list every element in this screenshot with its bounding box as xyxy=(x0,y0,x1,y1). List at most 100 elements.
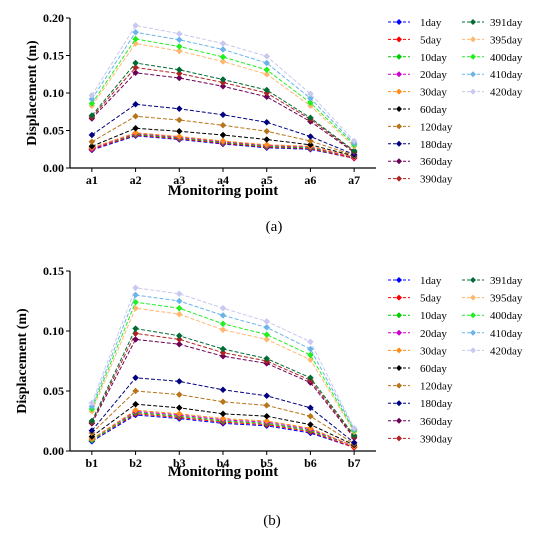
data-point xyxy=(132,387,139,395)
data-point xyxy=(219,320,227,328)
legend-label: 10day xyxy=(420,310,447,322)
legend-marker xyxy=(396,36,402,43)
y-axis-label: Displacement (m) xyxy=(15,308,30,414)
data-point xyxy=(219,46,227,53)
legend: 1day 5day 10day 20day 30day 60day 120day 180day… xyxy=(388,275,523,445)
data-point xyxy=(132,35,139,43)
data-point xyxy=(219,349,227,356)
data-point xyxy=(175,304,183,312)
data-point xyxy=(88,417,96,425)
legend-item: 410day xyxy=(462,69,523,81)
legend-item: 20day xyxy=(388,328,447,340)
legend-label: 395day xyxy=(490,34,523,46)
legend-marker xyxy=(396,294,402,301)
legend-marker xyxy=(470,312,476,319)
legend-item: 410day xyxy=(462,328,523,340)
data-point xyxy=(175,290,183,298)
data-point xyxy=(219,415,227,422)
data-point xyxy=(219,137,227,145)
y-tick-label: 0.20 xyxy=(43,11,64,25)
series-30day xyxy=(88,129,358,161)
data-point xyxy=(307,412,314,420)
legend-marker xyxy=(396,106,402,112)
data-point xyxy=(132,64,139,71)
legend-label: 5day xyxy=(420,34,442,46)
legend-label: 420day xyxy=(490,87,523,99)
x-tick-label: a7 xyxy=(348,173,360,187)
data-point xyxy=(263,93,271,101)
legend: 1day 5day 10day 20day 30day 60day 120day 180day… xyxy=(388,17,523,186)
data-point xyxy=(175,340,183,348)
legend-marker xyxy=(470,71,476,78)
data-point xyxy=(263,118,271,126)
legend-item: 390day xyxy=(388,433,453,445)
legend-label: 1day xyxy=(420,17,442,29)
legend-item: 10day xyxy=(388,52,447,64)
legend-item: 1day xyxy=(388,17,442,29)
data-point xyxy=(307,424,314,432)
series-180day xyxy=(88,374,358,446)
data-point xyxy=(263,355,271,362)
y-tick-label: 0.15 xyxy=(43,264,64,278)
data-point xyxy=(175,133,183,140)
data-point xyxy=(307,421,314,428)
data-point xyxy=(263,86,271,94)
data-point xyxy=(88,427,96,434)
data-point xyxy=(219,121,227,129)
legend-marker xyxy=(396,382,402,389)
legend-label: 1day xyxy=(420,275,442,287)
y-tick-label: 0.05 xyxy=(43,384,64,398)
x-axis-label: Monitoring point xyxy=(168,464,278,480)
legend-marker xyxy=(470,88,476,95)
legend-item: 180day xyxy=(388,398,453,410)
data-point xyxy=(219,304,227,312)
y-tick-label: 0.15 xyxy=(43,49,64,63)
legend-marker xyxy=(396,140,402,147)
legend-marker xyxy=(396,312,402,319)
legend-marker xyxy=(470,347,476,354)
y-tick-label: 0.10 xyxy=(43,324,64,338)
legend-label: 390day xyxy=(420,433,453,445)
legend-marker xyxy=(396,329,402,336)
data-point xyxy=(88,399,96,407)
panel-label-b: (b) xyxy=(263,513,281,529)
x-tick-label: a1 xyxy=(86,173,98,187)
legend-marker xyxy=(396,417,402,424)
data-point xyxy=(88,100,96,107)
x-tick-label: b1 xyxy=(86,456,99,470)
legend-item: 5day xyxy=(388,34,442,46)
legend-item: 180day xyxy=(388,139,453,151)
data-point xyxy=(263,392,271,400)
data-point xyxy=(175,332,183,340)
legend-label: 420day xyxy=(490,345,523,357)
x-tick-label: a4 xyxy=(217,173,229,187)
data-point xyxy=(175,404,183,412)
data-point xyxy=(132,400,139,408)
legend-item: 360day xyxy=(388,416,453,428)
legend-label: 30day xyxy=(420,87,447,99)
data-point xyxy=(219,40,227,47)
legend-marker xyxy=(396,123,402,130)
legend-marker xyxy=(396,435,402,442)
data-point xyxy=(175,391,183,398)
series-391day xyxy=(88,59,358,155)
data-point xyxy=(175,336,183,343)
legend-marker xyxy=(396,88,402,95)
data-point xyxy=(132,284,139,292)
data-point xyxy=(350,137,358,145)
legend-item: 30day xyxy=(388,345,447,357)
data-point xyxy=(175,70,183,77)
legend-label: 400day xyxy=(490,310,523,322)
y-tick-label: 0.05 xyxy=(43,124,64,138)
series-391day xyxy=(88,325,358,439)
legend-label: 410day xyxy=(490,69,523,81)
series-120day xyxy=(88,387,358,448)
legend-label: 391day xyxy=(490,17,523,29)
data-point xyxy=(263,136,271,143)
legend-item: 10day xyxy=(388,310,447,322)
data-point xyxy=(307,114,314,122)
legend-marker xyxy=(470,277,476,283)
data-point xyxy=(350,424,358,432)
data-point xyxy=(263,336,271,343)
data-point xyxy=(175,378,183,385)
